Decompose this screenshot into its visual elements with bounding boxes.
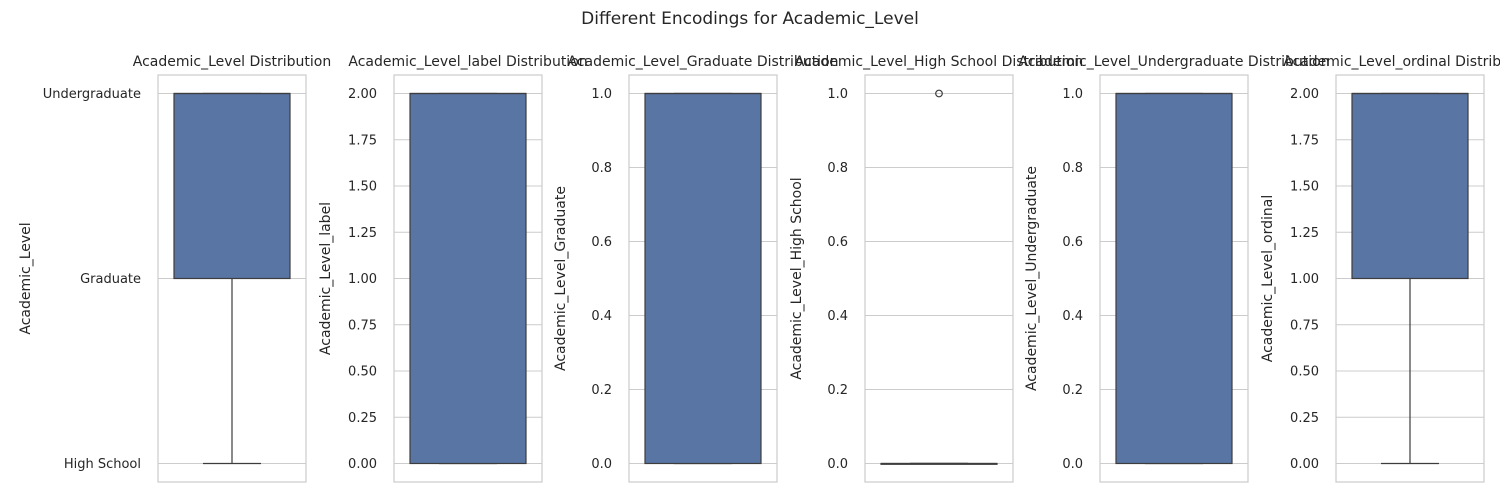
y-tick-label: Undergraduate (43, 87, 141, 102)
subplot-6: 0.00 0.25 0.50 0.75 1.00 1.25 1.50 1.75 2.00 Acad… (1260, 54, 1500, 483)
subplot-title: Academic_Level_label Distribution (348, 54, 587, 70)
y-tick-label: 1.75 (348, 133, 377, 148)
y-tick-label: 1.25 (348, 226, 377, 241)
y-tick-label: 0.0 (591, 457, 612, 472)
y-tick-label: 0.8 (827, 161, 848, 176)
y-tick-label: 0.2 (827, 383, 848, 398)
y-tick-label: 1.0 (1062, 87, 1083, 102)
y-tick-label: 2.00 (1290, 87, 1319, 102)
y-tick-label: 2.00 (348, 87, 377, 102)
y-tick-label: 1.0 (827, 87, 848, 102)
y-tick-label: 0.4 (827, 309, 848, 324)
y-tick-label: 1.50 (348, 180, 377, 195)
y-tick-label: 0.50 (1290, 365, 1319, 380)
subplot-4: 0.0 0.2 0.4 0.6 0.8 1.0 Academic_Level_High Sc… (789, 54, 1084, 483)
box-iqr (409, 92, 527, 465)
y-axis-label: Academic_Level_Undergraduate (1024, 166, 1040, 391)
axes-frame (157, 74, 307, 483)
y-tick-label: 0.8 (591, 161, 612, 176)
y-axis-label: Academic_Level_label (318, 202, 334, 355)
y-tick-label: Graduate (80, 272, 141, 287)
subplot-title: Academic_Level_High School Distribution (795, 54, 1084, 70)
outlier-point (935, 89, 943, 98)
y-tick-label: 0.6 (827, 235, 848, 250)
y-tick-label: 0.2 (591, 383, 612, 398)
y-tick-label: 0.25 (1290, 411, 1319, 426)
axes-frame (1335, 74, 1485, 483)
axes-frame (628, 74, 778, 483)
subplot-3: 0.0 0.2 0.4 0.6 0.8 1.0 Academic_Level_Graduat… (553, 54, 839, 483)
subplot-title: Academic_Level_Undergraduate Distributio… (1018, 54, 1329, 70)
y-tick-label: 0.75 (1290, 318, 1319, 333)
y-tick-label: 0.6 (1062, 235, 1083, 250)
y-tick-label: High School (64, 457, 141, 472)
y-tick-label: 0.4 (591, 309, 612, 324)
y-axis-label: Academic_Level_Graduate (553, 186, 569, 371)
y-tick-label: 1.0 (591, 87, 612, 102)
y-tick-label: 0.50 (348, 365, 377, 380)
y-axis-label: Academic_Level_High School (789, 177, 805, 379)
y-tick-label: 1.00 (1290, 272, 1319, 287)
axes-frame (864, 74, 1014, 483)
y-tick-label: 0.00 (348, 457, 377, 472)
y-tick-label: 1.00 (348, 272, 377, 287)
box-iqr (1351, 92, 1469, 280)
y-tick-label: 1.75 (1290, 133, 1319, 148)
y-axis-label: Academic_Level_ordinal (1260, 195, 1276, 362)
figure-suptitle: Different Encodings for Academic_Level (581, 9, 919, 29)
subplot-1: High School Graduate Undergraduate Academic… (18, 54, 331, 483)
axes-frame (1099, 74, 1249, 483)
y-tick-label: 0.0 (827, 457, 848, 472)
box-iqr (644, 92, 762, 465)
subplot-title: Academic_Level Distribution (133, 54, 331, 70)
y-tick-label: 0.25 (348, 411, 377, 426)
subplot-5: 0.0 0.2 0.4 0.6 0.8 1.0 Academic_Level_Undergr… (1018, 54, 1330, 483)
y-tick-label: 1.25 (1290, 226, 1319, 241)
axes-frame (393, 74, 543, 483)
y-tick-label: 0.6 (591, 235, 612, 250)
y-tick-label: 0.8 (1062, 161, 1083, 176)
y-tick-label: 0.00 (1290, 457, 1319, 472)
y-tick-label: 0.75 (348, 318, 377, 333)
y-tick-label: 0.0 (1062, 457, 1083, 472)
y-tick-label: 1.50 (1290, 180, 1319, 195)
subplot-grid: High School Graduate Undergraduate Academic… (18, 54, 1500, 483)
box-iqr (173, 92, 291, 280)
y-tick-label: 0.2 (1062, 383, 1083, 398)
subplot-2: 0.00 0.25 0.50 0.75 1.00 1.25 1.50 1.75 2.00 Acad… (318, 54, 588, 483)
subplot-title: Academic_Level_ordinal Distribution (1283, 54, 1500, 70)
y-tick-label: 0.4 (1062, 309, 1083, 324)
y-axis-label: Academic_Level (18, 222, 34, 334)
box-iqr (1115, 92, 1233, 465)
subplot-title: Academic_Level_Graduate Distribution (567, 54, 838, 70)
